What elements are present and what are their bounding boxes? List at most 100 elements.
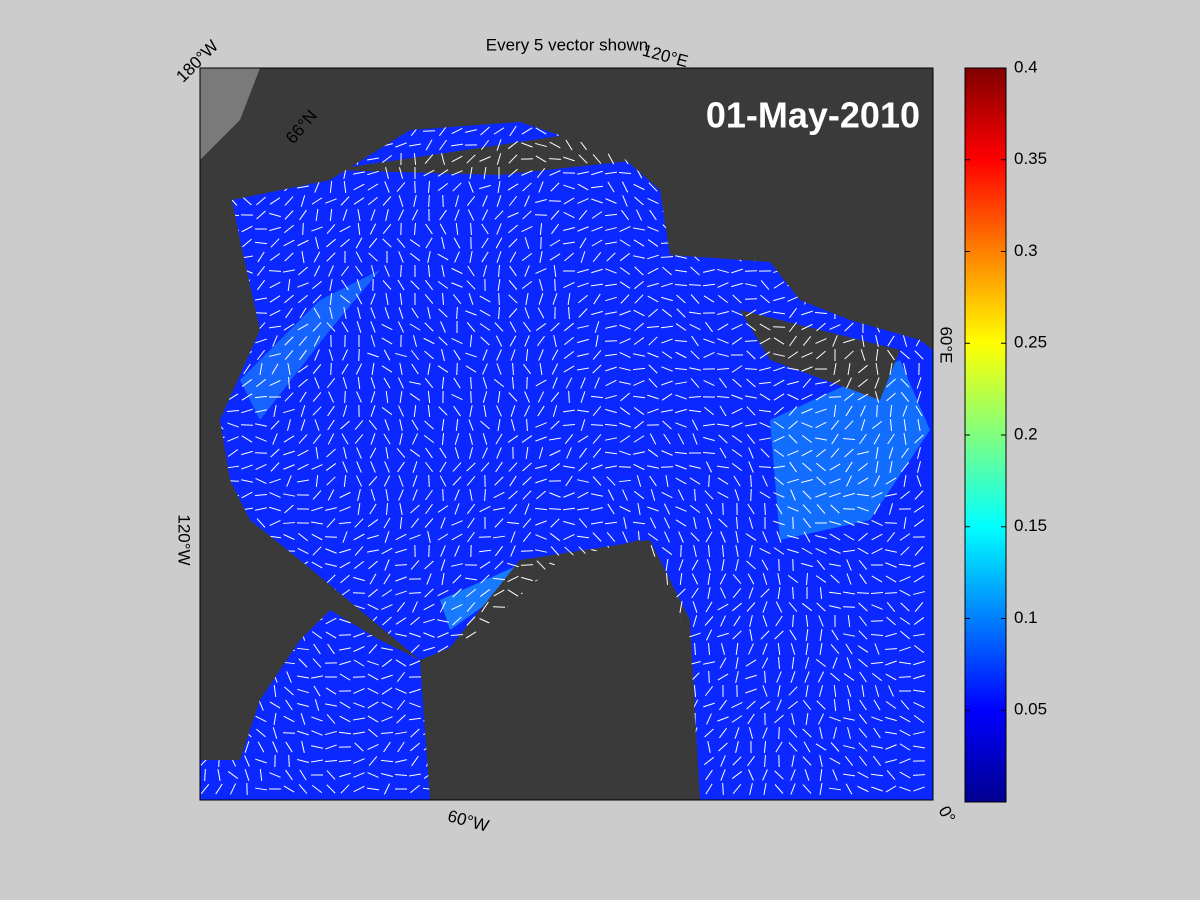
vector <box>694 488 696 502</box>
vector <box>370 321 376 333</box>
vector <box>731 394 743 400</box>
vector <box>788 742 798 752</box>
vector <box>411 755 419 767</box>
vector <box>549 492 561 498</box>
vector <box>676 308 686 318</box>
vector <box>703 379 715 387</box>
vector <box>328 391 334 403</box>
vector <box>553 264 557 278</box>
vector <box>843 717 855 721</box>
vector <box>680 544 682 558</box>
vector <box>604 353 618 357</box>
vector <box>383 573 391 585</box>
vector <box>889 363 893 375</box>
vector <box>776 671 782 683</box>
colorbar-tick-label: 0.2 <box>1014 424 1038 443</box>
vector <box>427 264 431 278</box>
vector <box>495 433 503 445</box>
vector <box>705 783 713 795</box>
vector <box>297 449 309 457</box>
vector <box>773 353 785 357</box>
vector <box>269 253 281 261</box>
vector <box>355 265 363 277</box>
vector <box>255 338 267 344</box>
vector <box>801 366 813 372</box>
vector <box>494 210 504 220</box>
vector <box>537 307 545 319</box>
vector <box>340 265 350 277</box>
vector <box>311 745 323 749</box>
vector <box>564 434 574 444</box>
vector <box>842 773 856 777</box>
vector <box>535 379 547 387</box>
vector <box>226 409 240 413</box>
vector <box>748 727 754 739</box>
vector <box>732 756 742 766</box>
vector <box>717 673 729 681</box>
vector <box>455 418 459 432</box>
vector <box>370 433 376 445</box>
vector <box>731 407 743 415</box>
vector <box>427 251 431 263</box>
vector <box>916 377 922 389</box>
vector <box>746 560 756 570</box>
vector <box>397 461 405 473</box>
vector <box>731 771 743 779</box>
vector <box>719 657 727 669</box>
vector <box>369 223 377 235</box>
vector <box>493 127 505 135</box>
vector <box>509 335 517 347</box>
vector <box>465 588 477 598</box>
vector <box>385 489 389 501</box>
vector <box>885 562 897 568</box>
vector <box>410 504 420 514</box>
vector <box>384 559 390 571</box>
vector <box>621 181 629 193</box>
vector <box>342 531 348 543</box>
vector <box>343 180 347 194</box>
vector <box>764 754 766 768</box>
vector <box>451 170 463 176</box>
vector <box>310 759 324 763</box>
vector <box>829 533 841 541</box>
vector <box>227 436 239 442</box>
vector <box>508 490 518 500</box>
vector <box>859 699 867 711</box>
vector <box>660 256 674 258</box>
vector <box>481 251 489 263</box>
vector <box>706 713 712 725</box>
vector <box>273 712 277 726</box>
vector <box>886 392 896 402</box>
vector <box>352 592 366 594</box>
vector <box>885 632 897 638</box>
vector <box>226 465 240 469</box>
vector <box>773 337 785 345</box>
vector <box>298 378 308 388</box>
vector <box>493 378 505 388</box>
vector <box>833 727 837 739</box>
vector <box>914 350 924 360</box>
vector <box>329 180 333 194</box>
vector <box>760 294 770 304</box>
vector <box>563 492 575 498</box>
vector <box>830 420 840 430</box>
vector <box>760 630 770 640</box>
vector <box>830 742 840 752</box>
vector <box>842 606 856 608</box>
vector <box>605 379 617 387</box>
vector <box>409 632 421 638</box>
vector <box>748 587 754 599</box>
vector <box>857 393 869 401</box>
vector <box>312 364 322 374</box>
vector <box>312 294 322 304</box>
vector <box>732 294 742 304</box>
vector <box>778 726 780 740</box>
vector <box>819 642 823 656</box>
vector <box>256 518 266 528</box>
vector <box>773 449 785 457</box>
vector <box>705 531 713 543</box>
vector <box>312 658 322 668</box>
vector <box>441 573 445 585</box>
vector <box>720 615 726 627</box>
vector <box>356 321 362 333</box>
